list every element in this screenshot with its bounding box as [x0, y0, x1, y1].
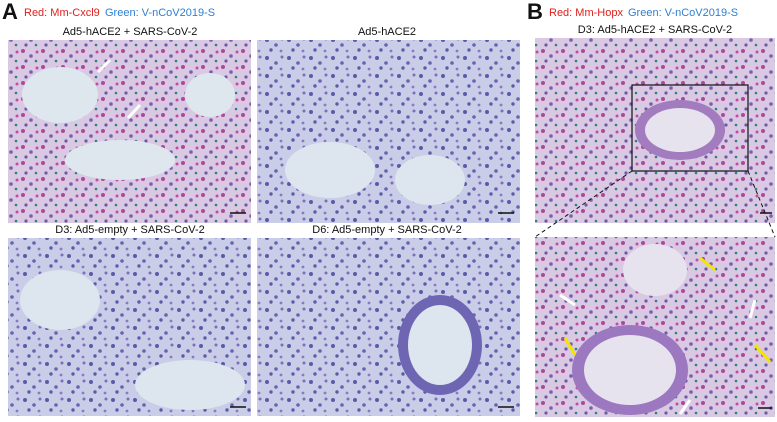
zoom-line: [747, 170, 776, 238]
image-title: Ad5-hACE2: [358, 26, 416, 38]
zoom-line: [534, 170, 633, 238]
legend-entry: Green: V-nCoV2019-S: [628, 7, 738, 19]
arrow: [563, 337, 577, 356]
airway: [65, 140, 175, 180]
micrograph: [8, 40, 251, 223]
micrograph: [257, 238, 520, 416]
airway: [408, 305, 472, 385]
arrow: [126, 103, 142, 120]
airway: [645, 108, 715, 152]
alveolus: [395, 155, 465, 205]
alveolus: [20, 270, 100, 330]
airway: [22, 67, 98, 123]
airway: [623, 244, 687, 296]
panel-label: B: [527, 0, 543, 24]
alveolus: [285, 142, 375, 198]
airway: [584, 335, 676, 405]
image-title: D3: Ad5-hACE2 + SARS-CoV-2: [578, 24, 732, 36]
airway: [135, 360, 245, 410]
image-title: Ad5-hACE2 + SARS-CoV-2: [63, 26, 198, 38]
micrograph: [257, 40, 520, 223]
panel-label: A: [2, 0, 18, 24]
arrow: [559, 293, 576, 307]
alveolus: [185, 73, 235, 117]
legend-entry: Green: V-nCoV2019-S: [105, 7, 215, 19]
inset-box: [631, 84, 749, 172]
arrow: [699, 256, 716, 272]
arrow: [678, 399, 692, 415]
arrow: [748, 299, 757, 319]
image-title: D3: Ad5-empty + SARS-CoV-2: [55, 224, 204, 236]
legend-entry: Red: Mm-Cxcl9: [24, 7, 100, 19]
arrow: [753, 344, 772, 363]
arrow: [96, 58, 112, 74]
image-title: D6: Ad5-empty + SARS-CoV-2: [312, 224, 461, 236]
legend-entry: Red: Mm-Hopx: [549, 7, 623, 19]
